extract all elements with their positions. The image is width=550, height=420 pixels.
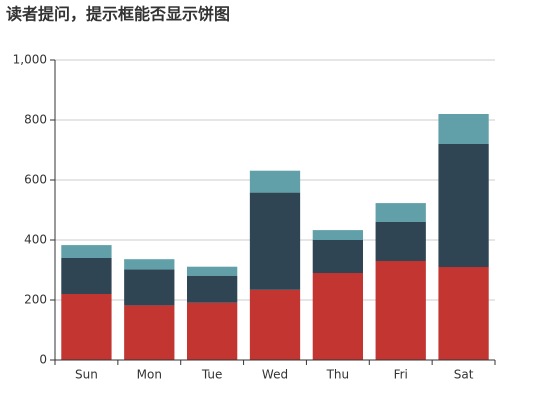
bar-segment (249, 289, 301, 360)
x-tick-label: Fri (394, 368, 408, 382)
bar-segment (187, 266, 238, 276)
y-tick-label: 200 (24, 293, 47, 307)
chart-title: 读者提问，提示框能否显示饼图 (6, 5, 230, 24)
y-tick-label: 400 (24, 233, 47, 247)
bar-segment (375, 261, 426, 360)
bar-segment (124, 269, 175, 306)
y-tick-label: 800 (24, 113, 47, 127)
bar-segment (312, 273, 363, 360)
bar-segment (61, 258, 112, 294)
y-tick-label: 0 (39, 353, 47, 367)
bar-segment (438, 114, 489, 144)
bar-segment (249, 192, 301, 290)
x-tick-label: Sun (75, 368, 98, 382)
bar-segment (438, 144, 489, 267)
bar-segment (187, 275, 238, 303)
x-tick-label: Thu (326, 368, 350, 382)
x-tick-label: Tue (201, 368, 223, 382)
bar-segment (61, 294, 112, 360)
bar-segment (124, 305, 175, 360)
bar-segment (375, 203, 426, 222)
bar-segment (61, 245, 112, 258)
x-tick-label: Sat (454, 368, 474, 382)
bar-segment (375, 222, 426, 261)
bar-segment (124, 259, 175, 270)
bar-segment (187, 302, 238, 360)
bar-segment (249, 170, 301, 193)
bar-segment (312, 230, 363, 240)
bar-segment (312, 240, 363, 273)
x-tick-label: Wed (262, 368, 288, 382)
bar-segment (438, 267, 489, 360)
y-tick-label: 1,000 (13, 53, 47, 67)
y-tick-label: 600 (24, 173, 47, 187)
x-tick-label: Mon (137, 368, 162, 382)
